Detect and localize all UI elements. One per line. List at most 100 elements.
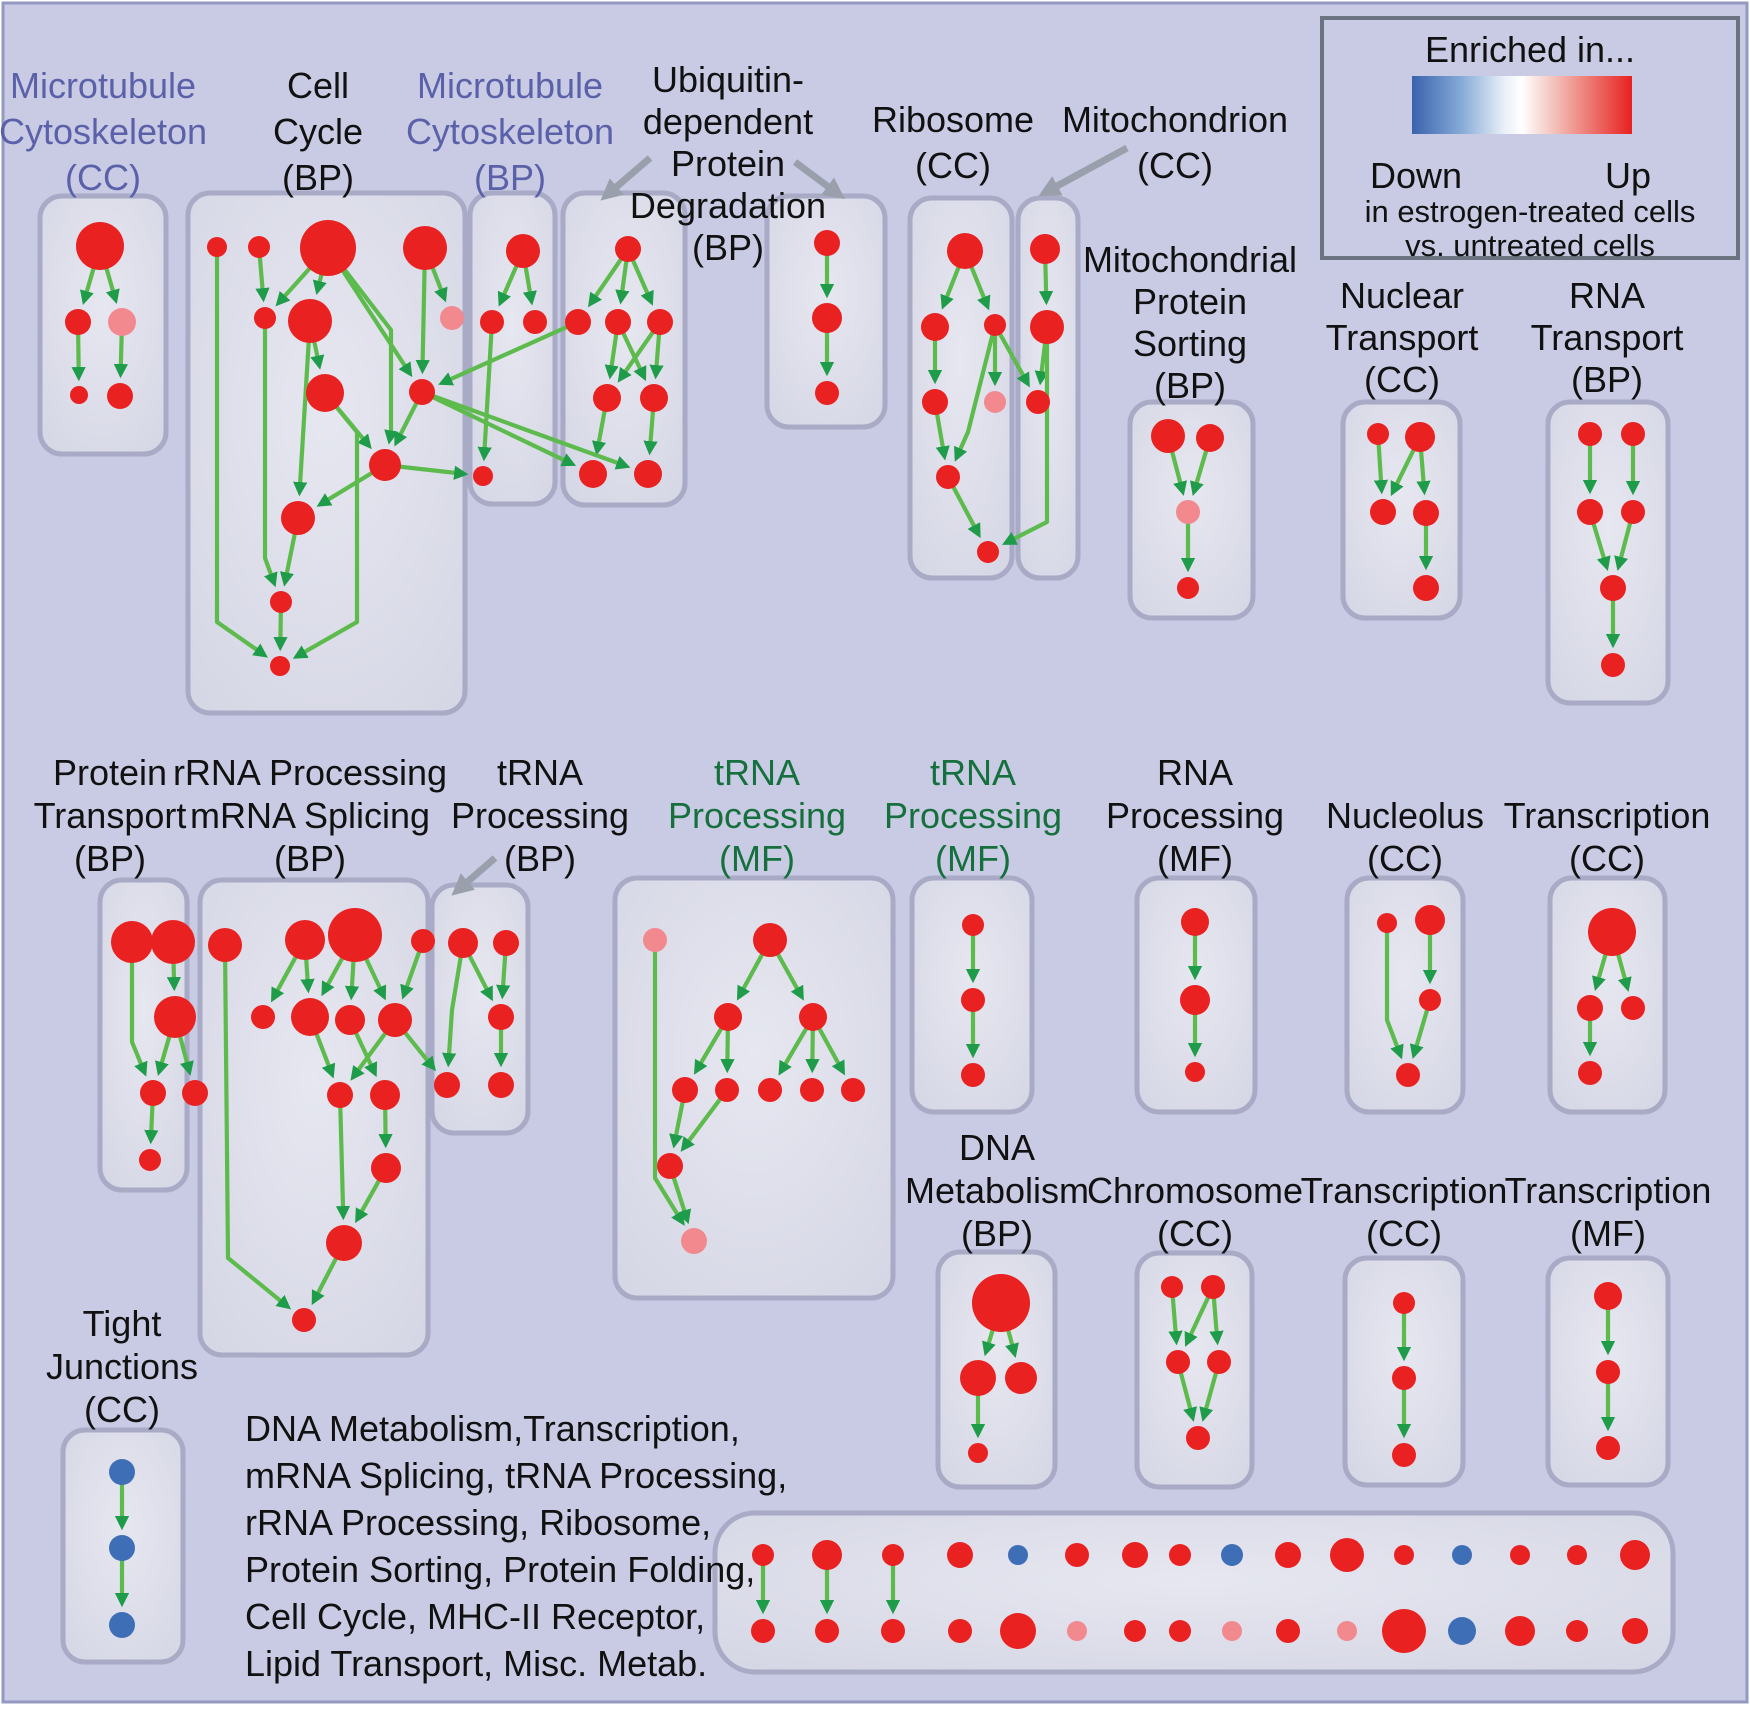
cluster-label-microtubule-cytoskeleton-bp: (BP) (474, 157, 546, 198)
cluster-label-ubiquitin-dependent-protein-degradation-bp: Ubiquitin- (652, 59, 804, 100)
summary-text-line: Lipid Transport, Misc. Metab. (245, 1643, 707, 1684)
go-term-node (326, 1225, 362, 1261)
go-term-node (328, 908, 382, 962)
cluster-label-ubiquitin-dependent-protein-degradation-bp: Degradation (630, 185, 826, 226)
cluster-label-ribosome-cc: (CC) (915, 145, 991, 186)
go-term-node (605, 309, 631, 335)
go-term-node (109, 1612, 135, 1638)
cluster-label-transcription-cc: (CC) (1569, 838, 1645, 879)
go-term-node (1030, 310, 1064, 344)
go-term-node (1222, 1621, 1242, 1641)
go-term-node (1600, 575, 1626, 601)
go-term-node (411, 929, 435, 953)
go-term-node (1122, 1542, 1148, 1568)
cluster-label-tight-junctions-cc: Junctions (46, 1346, 198, 1387)
cluster-label-nuclear-transport-cc: (CC) (1364, 359, 1440, 400)
go-term-node (1176, 500, 1200, 524)
go-term-node (369, 449, 401, 481)
go-term-node (488, 1072, 514, 1098)
go-term-node (1621, 500, 1645, 524)
go-term-node (714, 1003, 742, 1031)
go-term-node (1169, 1544, 1191, 1566)
go-term-node (1221, 1544, 1243, 1566)
go-term-node (1161, 1276, 1183, 1298)
cluster-label-trna-processing-bp: (BP) (504, 838, 576, 879)
go-term-node (1177, 577, 1199, 599)
go-term-node (1578, 422, 1602, 446)
cluster-label-trna-processing-mf: (MF) (719, 838, 795, 879)
label-callout-arrow (792, 159, 845, 200)
cluster-box-microtubule-cytoskeleton-cc (37, 193, 169, 457)
cross-cluster-edge-arrow (421, 390, 631, 470)
go-term-node (270, 656, 290, 676)
summary-text-line: Cell Cycle, MHC-II Receptor, (245, 1596, 705, 1637)
go-term-node (1030, 234, 1060, 264)
go-term-node (1166, 1350, 1190, 1374)
go-term-node (565, 309, 591, 335)
go-term-node (1186, 1426, 1210, 1450)
go-term-node (1005, 1362, 1037, 1394)
go-term-node (288, 299, 332, 343)
go-term-node (335, 1005, 365, 1035)
go-term-node (615, 236, 641, 262)
go-term-node (579, 460, 607, 488)
go-term-node (984, 391, 1006, 413)
cluster-label-trna-processing-mf: tRNA (714, 752, 800, 793)
go-term-node (270, 591, 292, 613)
go-term-node (327, 1082, 353, 1108)
edge-arrow (262, 318, 278, 588)
cluster-label-microtubule-cytoskeleton-cc: Microtubule (10, 65, 196, 106)
cluster-box-rna-transport-bp (1545, 399, 1671, 706)
go-term-node (1000, 1613, 1036, 1649)
go-term-node (1367, 423, 1389, 445)
go-term-node (960, 1360, 996, 1396)
go-term-node (841, 1078, 865, 1102)
go-term-node (962, 914, 984, 936)
go-term-node (751, 1619, 775, 1643)
go-term-node (1151, 419, 1185, 453)
legend-subtitle-1: in estrogen-treated cells (1365, 194, 1696, 229)
go-term-node (758, 1078, 782, 1102)
cluster-label-cell-cycle-bp: Cell (287, 65, 349, 106)
cluster-label-trna-processing-mf: Processing (668, 795, 846, 836)
cluster-label-transcription-mf: (MF) (1570, 1213, 1646, 1254)
cluster-label-microtubule-cytoskeleton-bp: Cytoskeleton (406, 111, 614, 152)
go-term-node (1169, 1620, 1191, 1642)
go-term-node (1621, 996, 1645, 1020)
edge-arrow (222, 944, 292, 1310)
edge-arrow (214, 247, 268, 658)
go-term-node (1594, 1282, 1622, 1310)
go-term-node (634, 460, 662, 488)
cluster-box-ribosome-cc (907, 195, 1015, 581)
go-term-node (1510, 1545, 1530, 1565)
go-term-node (493, 930, 519, 956)
go-term-node (109, 1459, 135, 1485)
cluster-label-trna-processing-bp: Processing (451, 795, 629, 836)
cluster-label-transcription-cc-2: Transcription (1301, 1170, 1508, 1211)
go-term-node (473, 466, 493, 486)
go-term-node (108, 308, 136, 336)
label-callout-arrow (451, 855, 498, 896)
go-term-node (657, 1153, 683, 1179)
go-term-node (434, 1072, 460, 1098)
go-term-node (1448, 1617, 1476, 1645)
go-term-node (300, 220, 356, 276)
cluster-label-trna-processing-mf-2: Processing (884, 795, 1062, 836)
go-term-node (1370, 499, 1396, 525)
cluster-label-cell-cycle-bp: (BP) (282, 157, 354, 198)
go-term-node (440, 306, 464, 330)
go-term-node (254, 307, 276, 329)
go-term-node (281, 501, 315, 535)
legend-box (1320, 16, 1740, 260)
go-term-node (815, 1619, 839, 1643)
go-term-node (409, 379, 435, 405)
go-term-node (922, 389, 948, 415)
cluster-label-transcription-cc: Transcription (1504, 795, 1711, 836)
cluster-label-trna-processing-mf-2: tRNA (930, 752, 1016, 793)
go-term-node (182, 1080, 208, 1106)
edge-arrow (292, 391, 360, 659)
summary-text-line: mRNA Splicing, tRNA Processing, (245, 1455, 787, 1496)
go-term-node (109, 1535, 135, 1561)
